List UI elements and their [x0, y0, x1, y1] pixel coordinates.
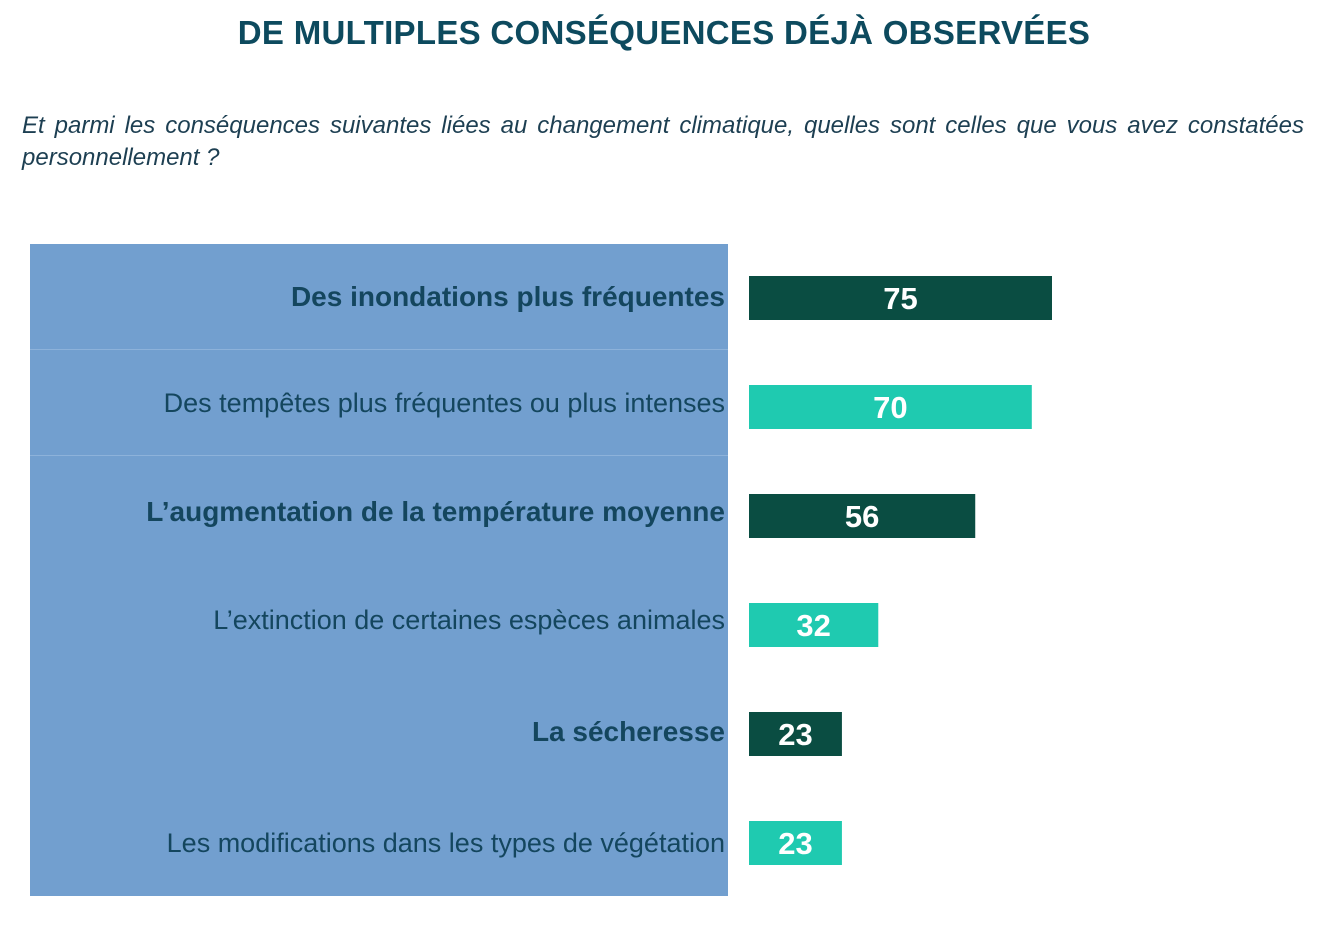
panel-divider — [30, 349, 728, 350]
bar-5 — [749, 821, 842, 865]
bar-value-label-5: 23 — [778, 826, 812, 861]
bar-0 — [749, 276, 1052, 320]
bar-2 — [749, 494, 976, 538]
panel-divider — [30, 455, 728, 456]
category-label-temperature: L’augmentation de la température moyenne — [146, 496, 725, 527]
category-label-inondations: Des inondations plus fréquentes — [290, 281, 725, 312]
bar-value-label-4: 23 — [778, 717, 812, 752]
chart-title: DE MULTIPLES CONSÉQUENCES DÉJÀ OBSERVÉES — [237, 14, 1091, 51]
category-label-vegetation: Les modifications dans les types de végé… — [166, 828, 725, 858]
bar-value-label-1: 70 — [873, 390, 907, 425]
category-label-panel: Des inondations plus fréquentes Des temp… — [30, 244, 728, 896]
survey-question: Et parmi les conséquences suivantes liée… — [22, 112, 1304, 171]
bar-value-label-2: 56 — [845, 499, 879, 534]
category-label-extinction: L’extinction de certaines espèces animal… — [213, 605, 725, 635]
bar-1 — [749, 385, 1032, 429]
bar-value-label-0: 75 — [883, 281, 917, 316]
bar-4 — [749, 712, 842, 756]
category-label-secheresse: La sécheresse — [531, 716, 725, 747]
category-label-tempetes: Des tempêtes plus fréquentes ou plus int… — [163, 388, 725, 418]
bar-value-label-3: 32 — [796, 608, 830, 643]
bar-3 — [749, 603, 879, 647]
